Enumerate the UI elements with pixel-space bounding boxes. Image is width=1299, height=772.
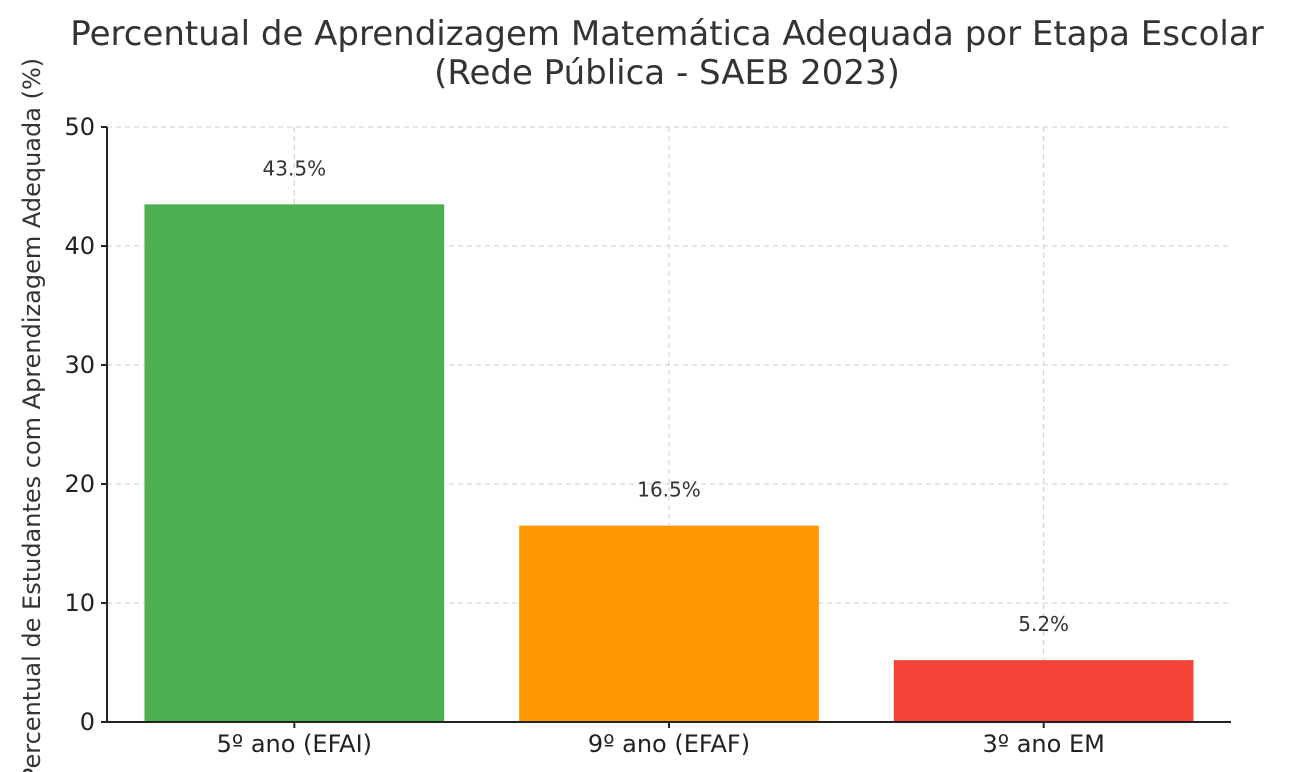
- y-axis-label: Percentual de Estudantes com Aprendizage…: [18, 58, 46, 772]
- x-tick-label: 3º ano EM: [983, 730, 1105, 758]
- labels: 0 10 20 30 40 50 43.5% 5º ano (EFAI) 16.5% 9º ano…: [64, 113, 1104, 758]
- axes: [101, 126, 1231, 728]
- bar: [144, 204, 445, 723]
- y-tick-label: 0: [80, 708, 95, 736]
- bars: [144, 204, 1194, 723]
- chart-subtitle: (Rede Pública - SAEB 2023): [434, 53, 900, 93]
- data-label: 43.5%: [263, 156, 327, 180]
- x-tick-label: 5º ano (EFAI): [217, 730, 372, 758]
- y-tick-label: 20: [64, 470, 95, 498]
- y-tick-label: 40: [64, 232, 95, 260]
- y-tick-label: 10: [64, 589, 95, 617]
- data-label: 16.5%: [637, 478, 701, 502]
- chart-title: Percentual de Aprendizagem Matemática Ad…: [70, 14, 1263, 54]
- bar: [519, 525, 819, 722]
- data-label: 5.2%: [1018, 612, 1069, 636]
- y-tick-label: 50: [64, 113, 95, 141]
- y-tick-label: 30: [64, 351, 95, 379]
- bar: [893, 660, 1194, 722]
- x-tick-label: 9º ano (EFAF): [588, 730, 750, 758]
